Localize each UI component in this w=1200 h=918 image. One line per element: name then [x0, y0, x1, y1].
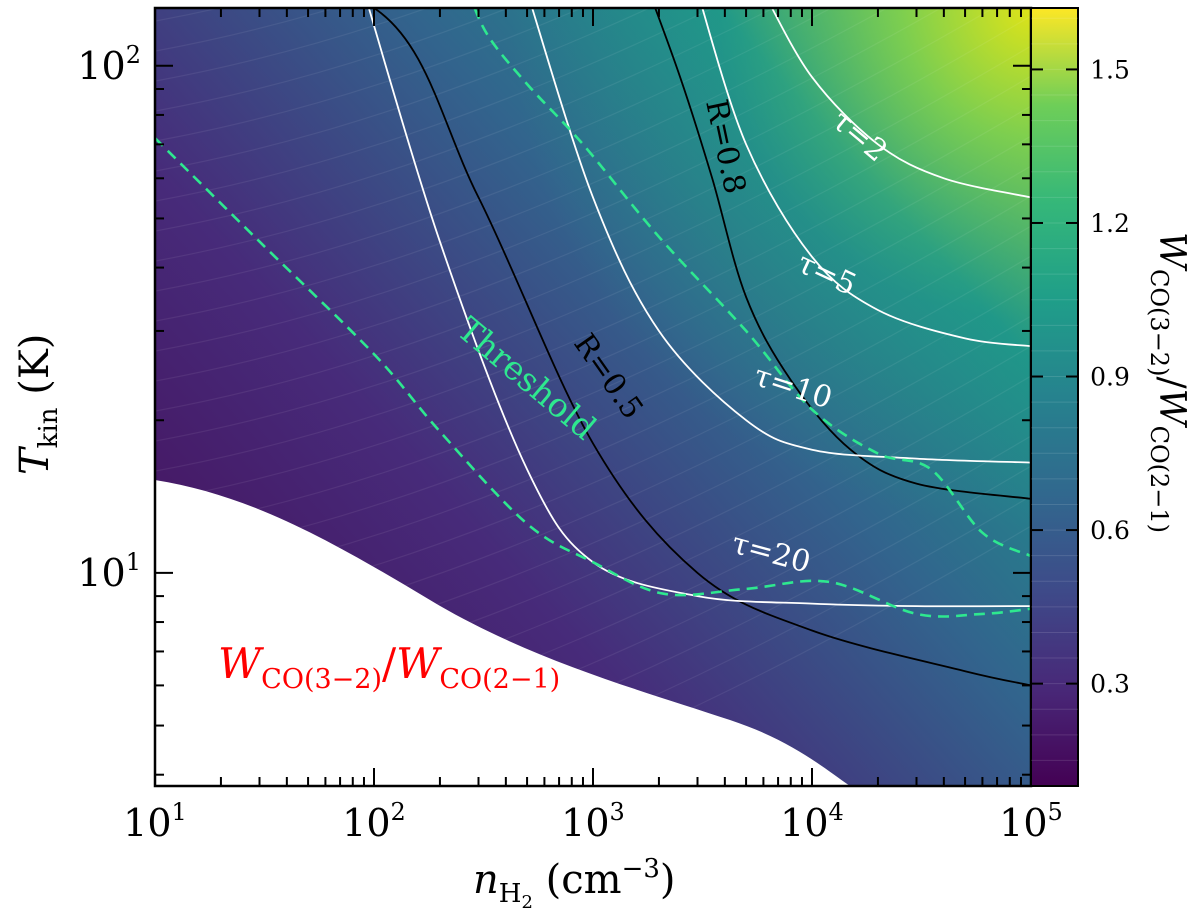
ratio-annotation: WCO(3−2)/WCO(2−1): [218, 639, 560, 695]
contour-band-edge: [155, 8, 337, 52]
tau-contour-line: [701, 8, 1031, 347]
contour-band-edge: [224, 435, 1031, 786]
colorbar-tick-label: 1.2: [1090, 209, 1130, 238]
contour-band-edge: [155, 75, 1031, 442]
contour-band-edge: [155, 8, 775, 232]
tau-contour-line: [770, 8, 1031, 199]
colorbar-tick-label: 0.3: [1090, 670, 1130, 699]
contour-band-edge: [55, 0, 1131, 6]
colorbar-bands: [1031, 17, 1078, 761]
y-axis: 101 102: [77, 41, 1031, 776]
undefined-region: [155, 480, 850, 786]
colorbar-tick-label: 0.6: [1090, 516, 1130, 545]
x-axis: 101 102 103 104 105: [123, 8, 1063, 845]
x-tick-label: 102: [342, 798, 406, 845]
x-tick-label: 104: [780, 798, 844, 845]
contour-band-edge: [155, 8, 429, 82]
contour-band-edge: [155, 8, 943, 322]
x-tick-label: 105: [999, 798, 1063, 845]
x-tick-label: 101: [123, 798, 187, 845]
x-tick-label: 103: [561, 798, 625, 845]
contour-band-edge: [155, 45, 1031, 412]
tau-contour-line: [531, 8, 1031, 464]
contour-band-edge: [155, 8, 510, 112]
y-axis-label: Tkin (K): [12, 334, 64, 475]
threshold-contours: [155, 8, 1031, 618]
x-axis-label: nH2 (cm−3): [473, 854, 676, 913]
colorbar-tick-label: 0.9: [1090, 363, 1130, 392]
contour-band-edge: [155, 135, 1031, 502]
contour-band-edge: [155, 8, 995, 352]
contour-band-edge: [155, 8, 583, 142]
contour-band-edge: [155, 105, 1031, 472]
contour-band-edge: [155, 8, 889, 292]
contour-band-edge: [155, 8, 651, 172]
contour-band-edge: [155, 8, 833, 262]
colorbar-label: WCO(3−2)/WCO(2−1): [1145, 232, 1192, 533]
colorbar-tick-label: 1.5: [1090, 55, 1130, 84]
threshold-line: [155, 137, 1031, 618]
contour-band-edge: [155, 15, 1031, 382]
contour-band-edge: [155, 8, 222, 22]
y-tick-label: 102: [77, 41, 141, 88]
threshold-line: [473, 8, 1031, 558]
contour-band-edge: [155, 8, 715, 202]
colorbar-ticks: 0.3 0.6 0.9 1.2 1.5: [1031, 55, 1130, 699]
colorbar: [1030, 7, 1079, 787]
y-tick-label: 101: [77, 548, 141, 595]
ratio-contour-line: [654, 8, 1031, 500]
